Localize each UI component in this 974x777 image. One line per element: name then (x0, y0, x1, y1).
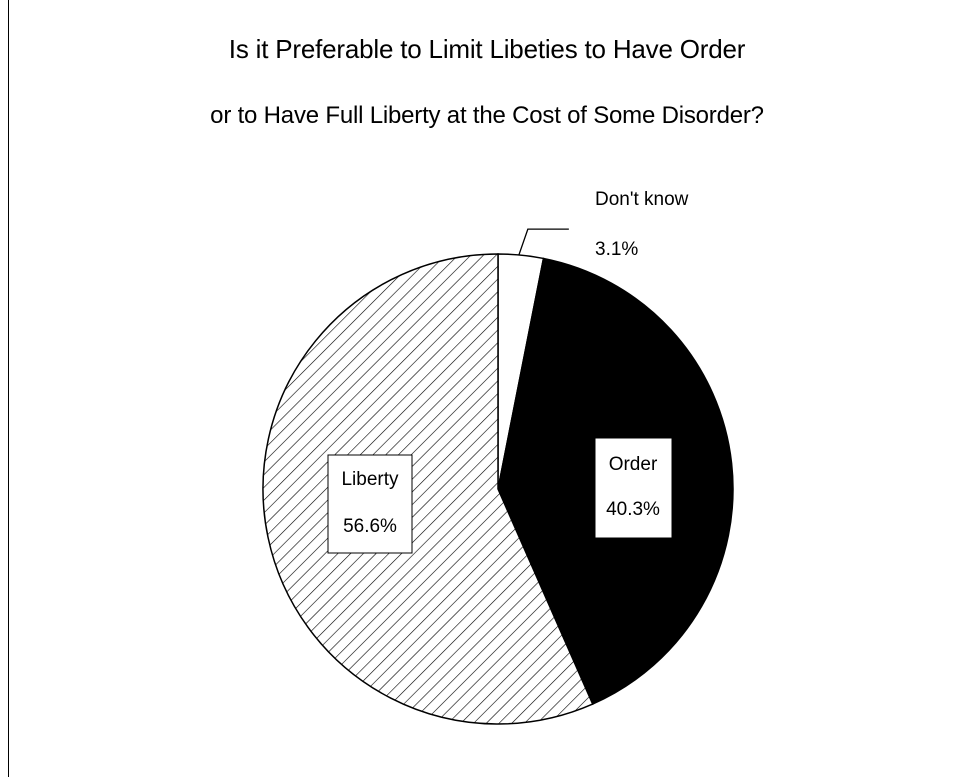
chart-title: Is it Preferable to Limit Libeties to Ha… (228, 34, 746, 64)
pie-slice-liberty (262, 253, 594, 725)
value-order: 40.3% (606, 499, 660, 520)
label-order: Order (609, 454, 658, 475)
label-liberty: Liberty (341, 469, 399, 490)
label-dont-know: Don't know (595, 189, 689, 210)
dont-know-leader-line (518, 228, 569, 256)
value-dont-know: 3.1% (595, 239, 638, 260)
chart-subtitle: or to Have Full Liberty at the Cost of S… (210, 102, 764, 129)
label-box-order (594, 437, 673, 539)
left-border (8, 0, 9, 777)
label-box-liberty (327, 454, 413, 554)
value-liberty: 56.6% (343, 516, 397, 537)
